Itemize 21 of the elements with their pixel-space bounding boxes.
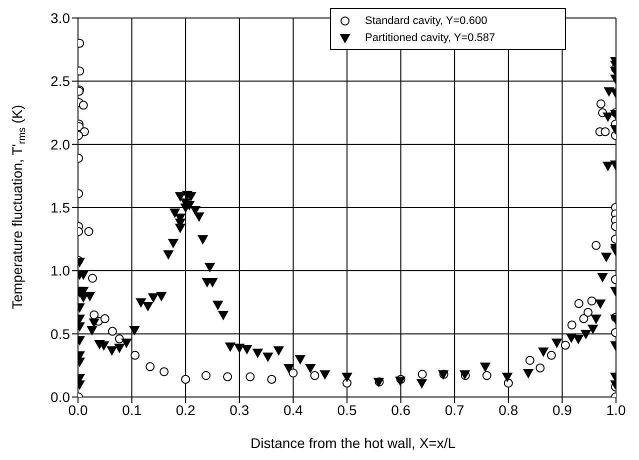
y-tick-label: 0.5: [50, 326, 70, 342]
y-tick-label: 1.0: [50, 262, 70, 279]
x-tick-label: 0.5: [337, 402, 357, 418]
x-tick-label: 0.9: [552, 402, 572, 418]
x-tick-label: 1.0: [606, 402, 626, 418]
x-tick-label: 0.1: [122, 402, 142, 418]
x-tick-label: 0.8: [498, 402, 518, 418]
x-tick-label: 0.3: [230, 402, 250, 418]
y-tick-label: 3.0: [50, 10, 70, 26]
x-tick-label: 0.6: [391, 402, 411, 418]
x-tick-label: 0.7: [444, 402, 465, 418]
y-tick-label: 0.0: [50, 388, 70, 405]
y-tick-label: 1.5: [50, 199, 70, 216]
legend-label: Partitioned cavity, Y=0.587: [365, 32, 496, 44]
legend-label: Standard cavity, Y=0.600: [365, 14, 488, 26]
x-axis-title: Distance from the hot wall, X=x/L: [250, 435, 456, 451]
x-tick-label: 0.2: [176, 402, 196, 418]
x-tick-label: 0.0: [68, 402, 88, 418]
y-tick-label: 2.0: [50, 136, 70, 152]
y-tick-label: 2.5: [50, 73, 70, 90]
x-tick-label: 0.4: [283, 402, 304, 418]
